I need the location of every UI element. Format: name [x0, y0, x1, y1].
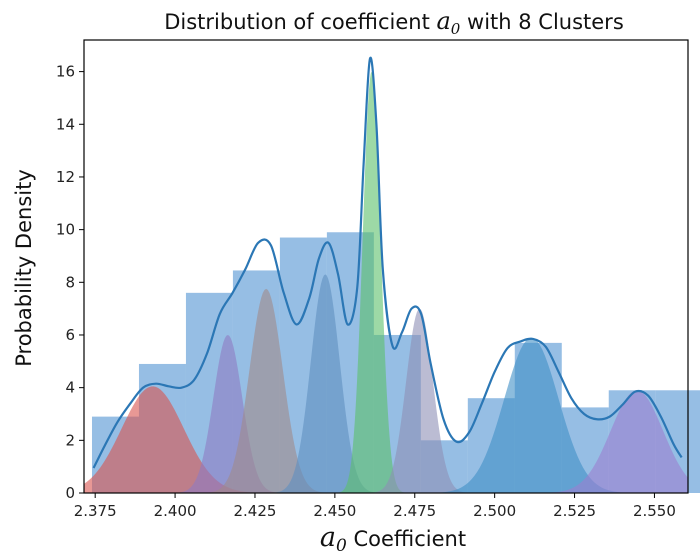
cluster-component [331, 71, 412, 493]
y-axis-label: Probability Density [12, 169, 36, 367]
y-tick-label: 12 [56, 168, 75, 186]
x-tick-label: 2.500 [473, 502, 516, 520]
xlabel-math-sub: 0 [336, 536, 347, 554]
y-axis-ticks: 0 2 4 6 8 10 12 14 16 [56, 63, 84, 502]
title-math: a [436, 7, 450, 35]
xlabel-math: a [320, 522, 336, 553]
kde-curve-layer [92, 56, 683, 469]
y-tick-label: 16 [56, 63, 75, 81]
title-suffix: with 8 Clusters [460, 10, 623, 34]
cluster-component [359, 308, 480, 493]
axes-frame [83, 39, 689, 494]
x-tick-label: 2.400 [154, 502, 197, 520]
x-tick-label: 2.525 [553, 502, 596, 520]
cluster-component [409, 337, 654, 493]
cluster-component [163, 334, 293, 493]
y-tick-label: 4 [65, 379, 75, 397]
cluster-component [260, 274, 390, 493]
x-tick-label: 2.450 [313, 502, 356, 520]
y-tick-label: 8 [65, 273, 75, 291]
y-tick-label: 2 [65, 431, 75, 449]
title-math-sub: 0 [451, 20, 461, 38]
cluster-component [191, 288, 341, 493]
xlabel-suffix: Coefficient [347, 527, 466, 551]
cluster-component [84, 386, 293, 493]
y-tick-label: 0 [65, 484, 75, 502]
x-axis-label: a0 Coefficient [320, 522, 466, 554]
chart-title: Distribution of coefficient a0 with 8 Cl… [164, 7, 624, 38]
x-tick-label: 2.475 [393, 502, 436, 520]
y-tick-label: 6 [65, 326, 75, 344]
title-prefix: Distribution of coefficient [164, 10, 436, 34]
x-tick-label: 2.550 [633, 502, 676, 520]
x-tick-label: 2.425 [233, 502, 276, 520]
cluster-component [518, 390, 688, 493]
cluster-components [84, 71, 688, 493]
x-axis-ticks: 2.375 2.400 2.425 2.450 2.475 2.500 2.525 2.550 [74, 493, 676, 520]
x-tick-label: 2.375 [74, 502, 117, 520]
y-tick-label: 10 [56, 221, 75, 239]
kde-curve [92, 56, 683, 469]
y-tick-label: 14 [56, 115, 75, 133]
